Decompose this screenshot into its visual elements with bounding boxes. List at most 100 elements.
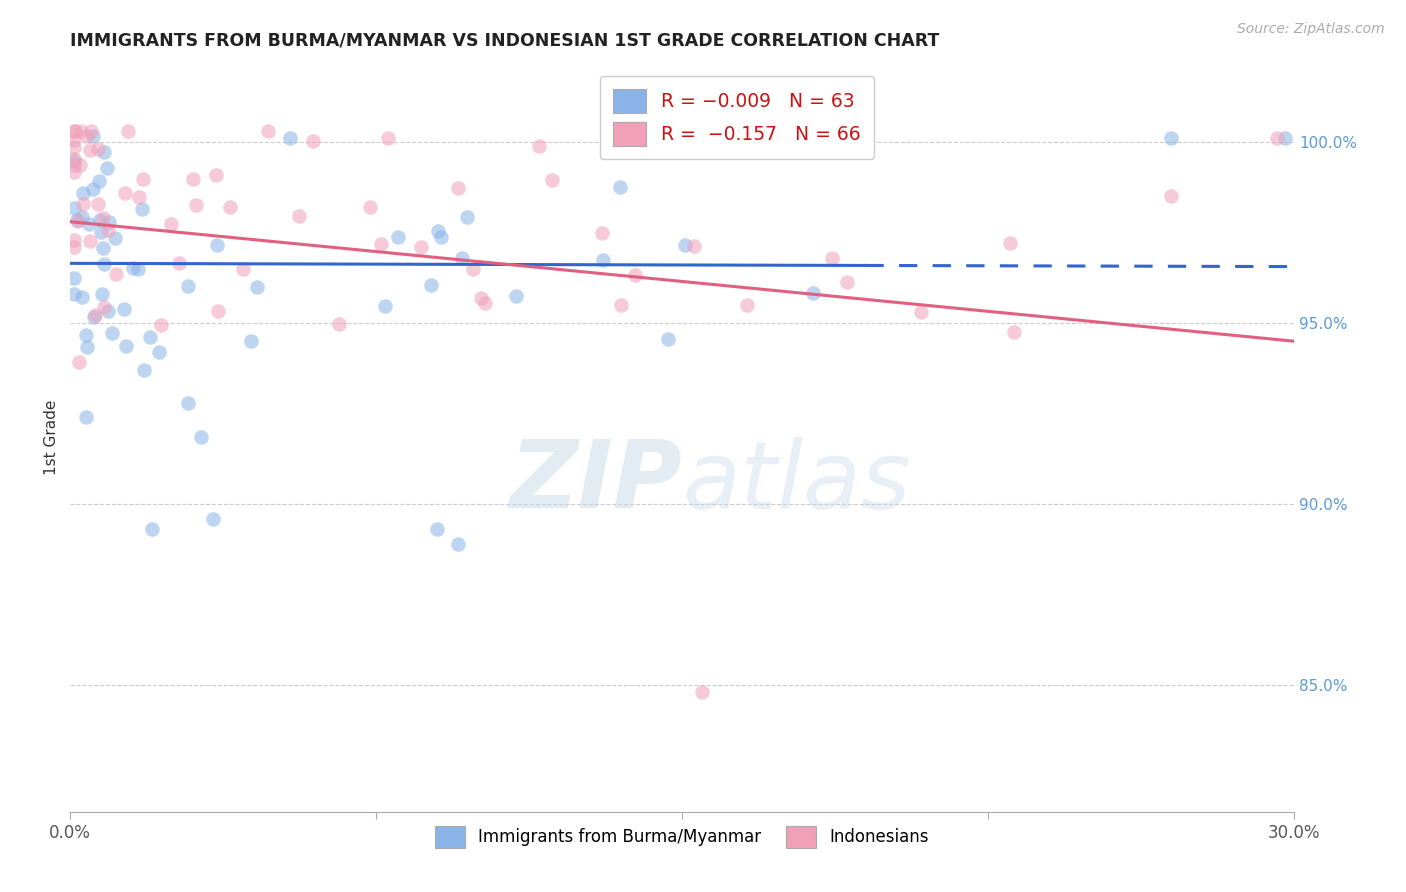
Point <box>97 304 120 318</box>
Point <box>451 251 474 265</box>
Point <box>63 124 86 138</box>
Y-axis label: 1st Grade: 1st Grade <box>44 400 59 475</box>
Point <box>373 299 395 313</box>
Point <box>855 131 877 145</box>
Point <box>117 124 139 138</box>
Point <box>239 334 262 348</box>
Point <box>76 340 98 354</box>
Point <box>288 209 311 223</box>
Point <box>90 225 112 239</box>
Point <box>246 280 269 294</box>
Point <box>70 290 93 304</box>
Point <box>79 234 101 248</box>
Point <box>101 326 124 341</box>
Point <box>470 292 492 306</box>
Legend: Immigrants from Burma/Myanmar, Indonesians: Immigrants from Burma/Myanmar, Indonesia… <box>427 820 936 855</box>
Point <box>427 224 450 238</box>
Text: IMMIGRANTS FROM BURMA/MYANMAR VS INDONESIAN 1ST GRADE CORRELATION CHART: IMMIGRANTS FROM BURMA/MYANMAR VS INDONES… <box>70 32 939 50</box>
Point <box>63 165 86 179</box>
Point <box>132 172 155 186</box>
Point <box>75 410 97 425</box>
Point <box>461 261 484 276</box>
Point <box>87 174 110 188</box>
Point <box>63 133 86 147</box>
Point <box>657 333 679 347</box>
Point <box>592 253 614 268</box>
Point <box>690 685 713 699</box>
Text: Source: ZipAtlas.com: Source: ZipAtlas.com <box>1237 22 1385 37</box>
Point <box>134 363 156 377</box>
Point <box>98 214 121 228</box>
Point <box>998 235 1021 250</box>
Point <box>63 152 86 166</box>
Point <box>127 261 149 276</box>
Point <box>447 537 470 551</box>
Point <box>411 240 433 254</box>
Point <box>93 257 115 271</box>
Point <box>420 277 443 292</box>
Point <box>93 211 115 225</box>
Point <box>835 275 858 289</box>
Point <box>79 143 101 157</box>
Point <box>76 128 98 143</box>
Point <box>128 190 150 204</box>
Point <box>63 270 86 285</box>
Point <box>67 214 90 228</box>
Point <box>302 134 325 148</box>
Point <box>112 302 135 317</box>
Point <box>447 181 470 195</box>
Point <box>167 256 190 270</box>
Point <box>72 196 94 211</box>
Point <box>93 145 115 160</box>
Point <box>505 289 527 303</box>
Point <box>328 317 350 331</box>
Point <box>91 241 114 255</box>
Point <box>87 197 110 211</box>
Point <box>139 329 162 343</box>
Point <box>93 300 115 314</box>
Point <box>84 308 107 322</box>
Point <box>89 213 111 227</box>
Point <box>177 395 200 409</box>
Point <box>70 124 93 138</box>
Point <box>82 129 104 144</box>
Point <box>430 230 453 244</box>
Point <box>63 239 86 253</box>
Point <box>609 180 631 194</box>
Point <box>232 261 254 276</box>
Point <box>456 210 478 224</box>
Point <box>96 161 118 175</box>
Point <box>63 124 86 138</box>
Point <box>426 522 449 536</box>
Point <box>529 138 551 153</box>
Point <box>205 238 228 252</box>
Point <box>377 131 399 145</box>
Point <box>207 304 229 318</box>
Point <box>735 297 758 311</box>
Point <box>149 318 172 333</box>
Point <box>66 213 89 227</box>
Point <box>86 142 108 156</box>
Point <box>83 310 105 324</box>
Point <box>280 131 302 145</box>
Point <box>219 200 242 214</box>
Point <box>82 181 104 195</box>
Point <box>97 223 120 237</box>
Point <box>1265 131 1288 145</box>
Point <box>63 233 86 247</box>
Point <box>821 251 844 265</box>
Point <box>63 154 86 169</box>
Point <box>176 278 198 293</box>
Point <box>115 339 138 353</box>
Point <box>104 268 127 282</box>
Point <box>67 354 90 368</box>
Point <box>104 231 127 245</box>
Point <box>1002 326 1025 340</box>
Point <box>257 124 280 138</box>
Point <box>623 268 645 282</box>
Point <box>910 305 932 319</box>
Point <box>359 200 381 214</box>
Point <box>610 298 633 312</box>
Point <box>370 237 392 252</box>
Point <box>77 217 100 231</box>
